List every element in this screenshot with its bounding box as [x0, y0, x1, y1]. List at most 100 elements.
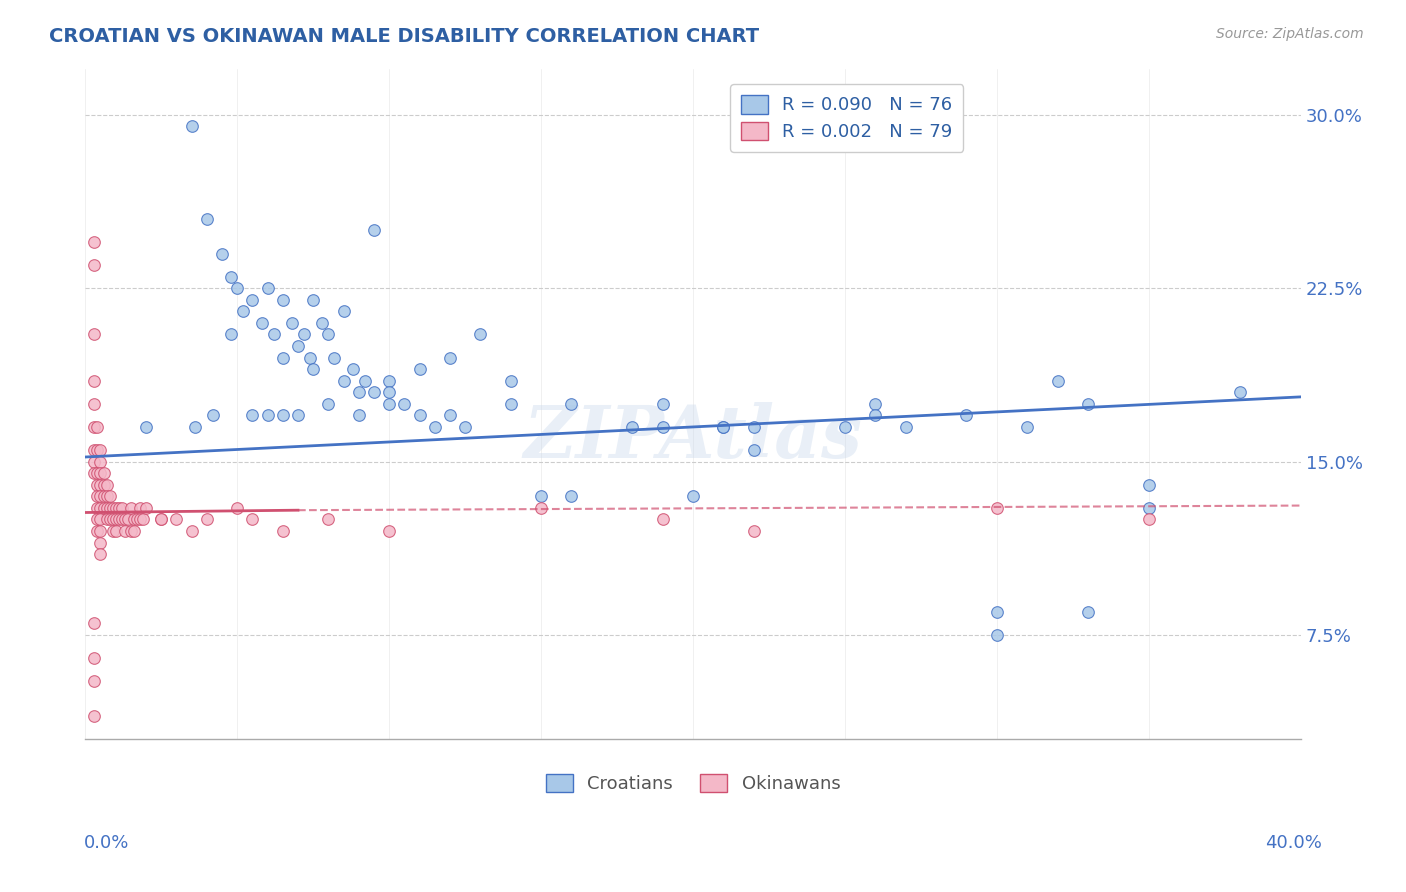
- Point: [454, 420, 477, 434]
- Point: [742, 420, 765, 434]
- Point: [292, 327, 315, 342]
- Point: [195, 512, 218, 526]
- Point: [89, 547, 111, 561]
- Point: [101, 524, 124, 538]
- Point: [1017, 420, 1039, 434]
- Point: [256, 409, 278, 423]
- Point: [281, 316, 304, 330]
- Point: [530, 489, 553, 503]
- Point: [499, 397, 522, 411]
- Text: CROATIAN VS OKINAWAN MALE DISABILITY CORRELATION CHART: CROATIAN VS OKINAWAN MALE DISABILITY COR…: [49, 27, 759, 45]
- Point: [560, 489, 582, 503]
- Point: [865, 409, 887, 423]
- Point: [834, 420, 856, 434]
- Point: [439, 351, 461, 365]
- Point: [114, 524, 136, 538]
- Point: [955, 409, 977, 423]
- Point: [219, 327, 242, 342]
- Point: [742, 524, 765, 538]
- Point: [98, 512, 121, 526]
- Point: [271, 524, 294, 538]
- Point: [125, 512, 148, 526]
- Point: [271, 351, 294, 365]
- Point: [378, 385, 401, 400]
- Point: [332, 374, 354, 388]
- Point: [96, 489, 118, 503]
- Point: [530, 500, 553, 515]
- Point: [86, 512, 108, 526]
- Point: [111, 500, 134, 515]
- Point: [318, 397, 340, 411]
- Point: [89, 524, 111, 538]
- Point: [101, 500, 124, 515]
- Point: [114, 512, 136, 526]
- Point: [332, 304, 354, 318]
- Legend: Croatians, Okinawans: Croatians, Okinawans: [534, 763, 851, 804]
- Point: [347, 385, 370, 400]
- Point: [378, 397, 401, 411]
- Point: [96, 500, 118, 515]
- Point: [93, 466, 115, 480]
- Point: [104, 500, 127, 515]
- Point: [83, 235, 105, 249]
- Point: [104, 512, 127, 526]
- Point: [111, 512, 134, 526]
- Point: [135, 420, 157, 434]
- Point: [621, 420, 644, 434]
- Point: [101, 512, 124, 526]
- Point: [195, 211, 218, 226]
- Point: [86, 477, 108, 491]
- Point: [651, 420, 673, 434]
- Point: [742, 443, 765, 458]
- Text: 0.0%: 0.0%: [84, 834, 129, 852]
- Point: [201, 409, 224, 423]
- Point: [711, 420, 734, 434]
- Point: [439, 409, 461, 423]
- Point: [83, 674, 105, 689]
- Text: Source: ZipAtlas.com: Source: ZipAtlas.com: [1216, 27, 1364, 41]
- Point: [83, 455, 105, 469]
- Point: [89, 489, 111, 503]
- Point: [89, 500, 111, 515]
- Point: [83, 709, 105, 723]
- Point: [311, 316, 333, 330]
- Point: [83, 443, 105, 458]
- Point: [107, 512, 129, 526]
- Point: [122, 524, 145, 538]
- Point: [150, 512, 173, 526]
- Point: [83, 397, 105, 411]
- Point: [1077, 605, 1099, 619]
- Point: [651, 512, 673, 526]
- Point: [211, 246, 233, 260]
- Point: [378, 374, 401, 388]
- Point: [89, 535, 111, 549]
- Point: [318, 512, 340, 526]
- Point: [560, 397, 582, 411]
- Point: [363, 223, 385, 237]
- Point: [96, 512, 118, 526]
- Point: [363, 385, 385, 400]
- Point: [1229, 385, 1251, 400]
- Point: [96, 477, 118, 491]
- Point: [242, 409, 264, 423]
- Point: [1137, 512, 1160, 526]
- Point: [86, 420, 108, 434]
- Point: [150, 512, 173, 526]
- Point: [986, 500, 1008, 515]
- Point: [86, 500, 108, 515]
- Point: [1046, 374, 1069, 388]
- Point: [287, 339, 309, 353]
- Point: [342, 362, 364, 376]
- Point: [287, 409, 309, 423]
- Point: [499, 374, 522, 388]
- Point: [256, 281, 278, 295]
- Point: [263, 327, 285, 342]
- Point: [986, 605, 1008, 619]
- Point: [83, 374, 105, 388]
- Point: [86, 466, 108, 480]
- Point: [120, 524, 142, 538]
- Point: [89, 477, 111, 491]
- Point: [93, 489, 115, 503]
- Point: [318, 327, 340, 342]
- Point: [93, 477, 115, 491]
